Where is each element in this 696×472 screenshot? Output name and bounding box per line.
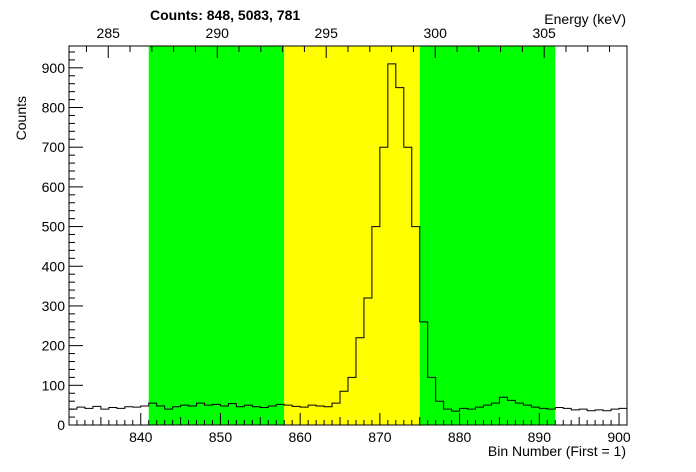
region-2 [284, 46, 420, 425]
energy-tick-label: 290 [206, 25, 230, 41]
y-tick-label: 100 [42, 377, 66, 393]
chart-title: Counts: 848, 5083, 781 [150, 7, 300, 23]
y-axis: 0 100 200 300 400 500 600 700 800 900 [42, 51, 83, 433]
energy-tick-label: 305 [532, 25, 556, 41]
roi-regions [148, 46, 556, 425]
energy-tick-label: 285 [97, 25, 121, 41]
x-tick-label: 850 [209, 429, 233, 445]
x-tick-label: 890 [528, 429, 552, 445]
x-tick-label: 840 [129, 429, 153, 445]
y-tick-label: 400 [42, 258, 66, 274]
region-1 [148, 46, 285, 425]
x-tick-label: 860 [288, 429, 312, 445]
y-tick-label: 200 [42, 338, 66, 354]
x-tick-label: 870 [368, 429, 392, 445]
y-tick-label: 0 [57, 417, 65, 433]
x-tick-label: 900 [607, 429, 631, 445]
x-axis-label: Bin Number (First = 1) [488, 443, 626, 459]
histogram-line [69, 63, 627, 412]
y-tick-label: 300 [42, 298, 66, 314]
energy-tick-label: 300 [424, 25, 448, 41]
region-3 [419, 46, 556, 425]
y-tick-label: 900 [42, 60, 66, 76]
energy-tick-label: 295 [315, 25, 339, 41]
y-axis-label: Counts [13, 96, 29, 140]
y-tick-label: 800 [42, 100, 66, 116]
energy-axis-label: Energy (keV) [544, 11, 626, 27]
x-axis: 840 850 860 870 880 890 900 [68, 413, 631, 445]
y-tick-label: 600 [42, 179, 66, 195]
y-tick-label: 500 [42, 219, 66, 235]
y-tick-label: 700 [42, 139, 66, 155]
energy-axis: 285 290 295 300 305 [85, 25, 611, 58]
x-tick-label: 880 [448, 429, 472, 445]
